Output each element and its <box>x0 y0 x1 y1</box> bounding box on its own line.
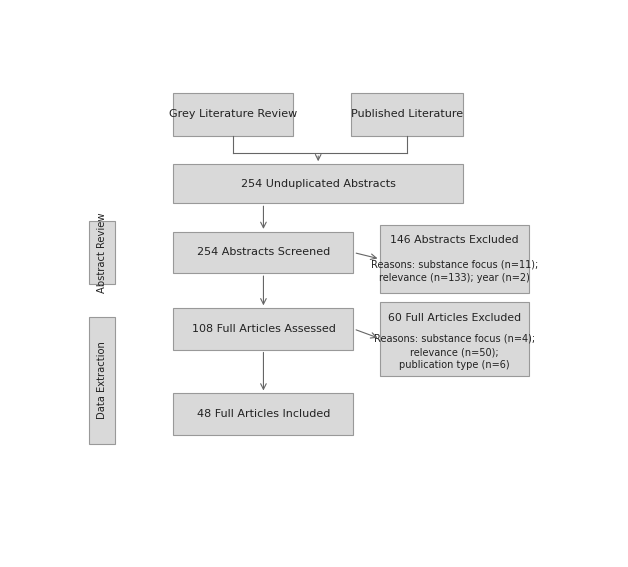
Text: publication type (n=6): publication type (n=6) <box>399 360 510 370</box>
Text: Data Extraction: Data Extraction <box>97 341 107 419</box>
FancyBboxPatch shape <box>173 308 354 350</box>
FancyBboxPatch shape <box>173 232 354 273</box>
Text: 254 Abstracts Screened: 254 Abstracts Screened <box>197 248 330 257</box>
Text: Reasons: substance focus (n=11);: Reasons: substance focus (n=11); <box>371 260 538 270</box>
Text: 60 Full Articles Excluded: 60 Full Articles Excluded <box>388 313 521 323</box>
Text: Abstract Review: Abstract Review <box>97 212 107 293</box>
FancyBboxPatch shape <box>381 302 529 376</box>
FancyBboxPatch shape <box>89 317 114 443</box>
FancyBboxPatch shape <box>351 93 463 136</box>
Text: Published Literature: Published Literature <box>351 109 463 119</box>
FancyBboxPatch shape <box>381 225 529 293</box>
Text: relevance (n=133); year (n=2): relevance (n=133); year (n=2) <box>379 273 530 283</box>
Text: Reasons: substance focus (n=4);: Reasons: substance focus (n=4); <box>374 334 535 344</box>
Text: 254 Unduplicated Abstracts: 254 Unduplicated Abstracts <box>241 179 396 189</box>
FancyBboxPatch shape <box>173 93 293 136</box>
FancyBboxPatch shape <box>89 221 114 284</box>
Text: Grey Literature Review: Grey Literature Review <box>169 109 297 119</box>
Text: 48 Full Articles Included: 48 Full Articles Included <box>197 409 330 419</box>
Text: 146 Abstracts Excluded: 146 Abstracts Excluded <box>390 235 519 245</box>
FancyBboxPatch shape <box>173 393 354 435</box>
Text: 108 Full Articles Assessed: 108 Full Articles Assessed <box>192 324 335 334</box>
Text: relevance (n=50);: relevance (n=50); <box>410 347 499 357</box>
FancyBboxPatch shape <box>173 164 463 204</box>
